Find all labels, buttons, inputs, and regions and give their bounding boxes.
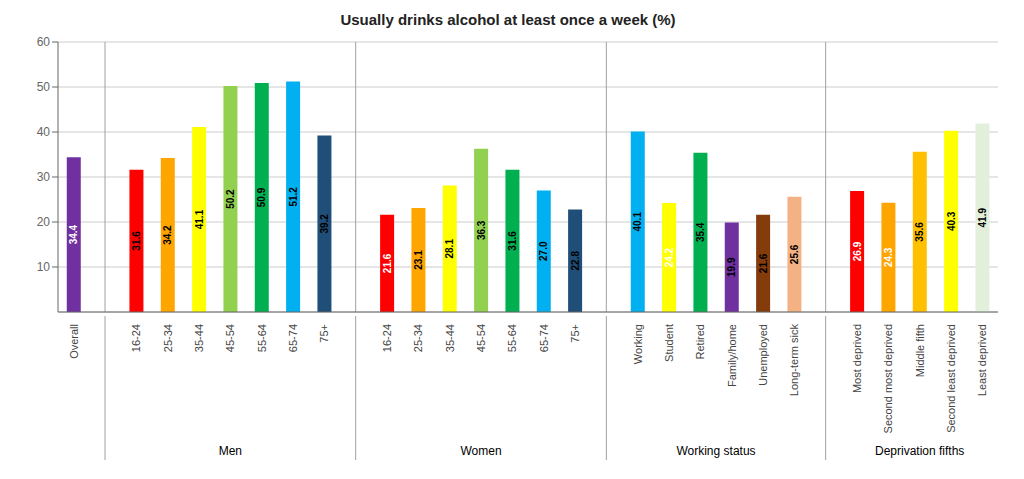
svg-text:24.2: 24.2 <box>664 247 675 267</box>
svg-text:35-44: 35-44 <box>193 324 205 352</box>
svg-text:Deprivation fifths: Deprivation fifths <box>875 444 964 458</box>
svg-text:16-24: 16-24 <box>130 324 142 352</box>
svg-text:22.8: 22.8 <box>570 251 581 271</box>
svg-text:25.6: 25.6 <box>789 244 800 264</box>
svg-text:40.3: 40.3 <box>946 211 957 231</box>
svg-text:16-24: 16-24 <box>381 324 393 352</box>
svg-text:Student: Student <box>663 324 675 362</box>
svg-text:Retired: Retired <box>694 324 706 359</box>
svg-text:55-64: 55-64 <box>256 324 268 352</box>
svg-text:25-34: 25-34 <box>162 324 174 352</box>
svg-text:25-34: 25-34 <box>412 324 424 352</box>
svg-text:65-74: 65-74 <box>287 324 299 352</box>
svg-text:39.2: 39.2 <box>319 214 330 234</box>
svg-text:26.9: 26.9 <box>852 241 863 261</box>
svg-text:50: 50 <box>37 80 51 94</box>
svg-text:20: 20 <box>37 215 51 229</box>
svg-text:40.1: 40.1 <box>632 212 643 232</box>
svg-text:Family/home: Family/home <box>726 324 738 387</box>
svg-text:30: 30 <box>37 170 51 184</box>
svg-text:Unemployed: Unemployed <box>757 324 769 386</box>
svg-text:35.6: 35.6 <box>914 222 925 242</box>
svg-text:Second least deprived: Second least deprived <box>945 324 957 433</box>
svg-text:Middle fifth: Middle fifth <box>914 324 926 377</box>
svg-text:41.9: 41.9 <box>977 208 988 228</box>
svg-text:21.6: 21.6 <box>758 253 769 273</box>
svg-text:Working: Working <box>632 324 644 364</box>
svg-text:45-54: 45-54 <box>224 324 236 352</box>
svg-text:35-44: 35-44 <box>444 324 456 352</box>
svg-text:75+: 75+ <box>318 324 330 343</box>
svg-text:Men: Men <box>219 444 242 458</box>
svg-text:Long-term sick: Long-term sick <box>788 324 800 397</box>
svg-text:27.0: 27.0 <box>538 241 549 261</box>
svg-text:31.6: 31.6 <box>131 231 142 251</box>
svg-text:75+: 75+ <box>569 324 581 343</box>
svg-text:Women: Women <box>460 444 501 458</box>
svg-text:Second most deprived: Second most deprived <box>882 324 894 433</box>
svg-text:21.6: 21.6 <box>382 253 393 273</box>
svg-text:51.2: 51.2 <box>288 187 299 207</box>
svg-text:Most deprived: Most deprived <box>851 324 863 393</box>
svg-text:45-54: 45-54 <box>475 324 487 352</box>
svg-text:Working status: Working status <box>676 444 755 458</box>
svg-text:55-64: 55-64 <box>506 324 518 352</box>
svg-text:65-74: 65-74 <box>538 324 550 352</box>
svg-text:34.4: 34.4 <box>68 224 79 244</box>
svg-text:28.1: 28.1 <box>444 239 455 259</box>
svg-text:35.4: 35.4 <box>695 222 706 242</box>
svg-text:19.9: 19.9 <box>726 257 737 277</box>
svg-text:Least deprived: Least deprived <box>976 324 988 396</box>
svg-text:23.1: 23.1 <box>413 250 424 270</box>
svg-text:36.3: 36.3 <box>476 220 487 240</box>
svg-text:40: 40 <box>37 125 51 139</box>
svg-text:24.3: 24.3 <box>883 247 894 267</box>
svg-text:50.2: 50.2 <box>225 189 236 209</box>
html-text:Usually drinks alcohol at leas: Usually drinks alcohol at least once a w… <box>340 11 676 28</box>
svg-text:Overall: Overall <box>68 324 80 359</box>
svg-text:10: 10 <box>37 260 51 274</box>
svg-text:41.1: 41.1 <box>194 209 205 229</box>
svg-text:31.6: 31.6 <box>507 231 518 251</box>
svg-text:34.2: 34.2 <box>162 225 173 245</box>
svg-text:50.9: 50.9 <box>256 187 267 207</box>
svg-text:60: 60 <box>37 35 51 49</box>
